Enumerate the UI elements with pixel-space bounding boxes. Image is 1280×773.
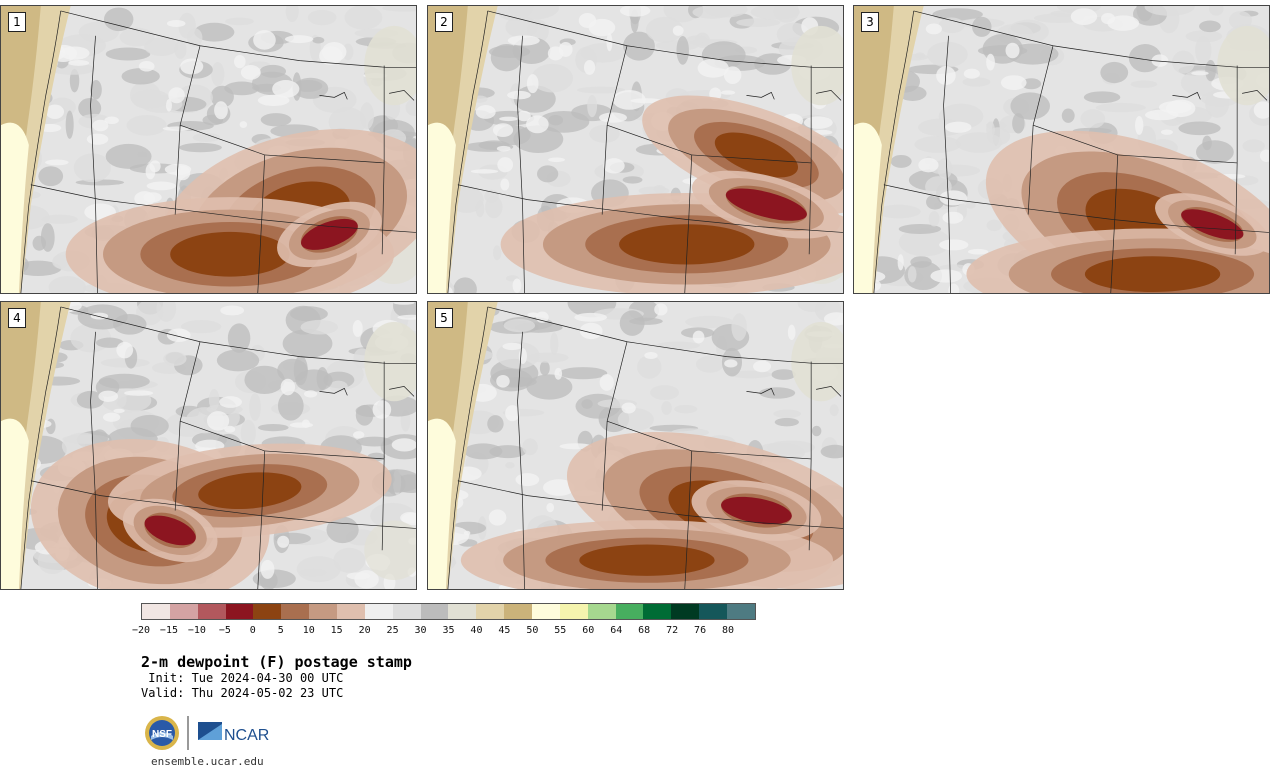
colorbar-tick-label: 64: [610, 625, 623, 636]
site-url: ensemble.ucar.edu: [151, 755, 264, 768]
colorbar-segment-16: [587, 604, 616, 619]
dewpoint-map-3: [854, 6, 1269, 293]
colorbar-tick-label: 55: [554, 625, 567, 636]
colorbar-segment-15: [559, 604, 588, 619]
panel-label-1: 1: [8, 12, 26, 32]
colorbar-tick-label: 45: [498, 625, 511, 636]
colorbar-segment-6: [309, 604, 338, 619]
colorbar-tick-label: 76: [694, 625, 707, 636]
colorbar-tick-label: 40: [470, 625, 483, 636]
colorbar-tick-label: 50: [526, 625, 539, 636]
colorbar-tick-label: −5: [218, 625, 231, 636]
colorbar-tick-label: 10: [302, 625, 315, 636]
dewpoint-map-4: [1, 302, 416, 589]
panel-label-4: 4: [8, 308, 26, 328]
colorbar-segment-19: [671, 604, 700, 619]
map-panel-4: 4: [0, 301, 417, 590]
colorbar-tick-label: 20: [358, 625, 371, 636]
colorbar: [141, 603, 756, 620]
colorbar-segment-9: [392, 604, 421, 619]
colorbar-ticks: −20 −15 −10 −5 0 5 10 15 20 25 30 35 40 45 50 55 60 64 68 7…: [130, 625, 790, 639]
colorbar-segment-10: [420, 604, 449, 619]
panel-label-2: 2: [435, 12, 453, 32]
nsf-logo: NSF: [145, 716, 179, 750]
nsf-logo-text: NSF: [152, 729, 172, 740]
ncar-logo: NCAR: [198, 722, 269, 744]
valid-time: Valid: Thu 2024-05-02 23 UTC: [141, 686, 344, 700]
colorbar-tick-label: 5: [277, 625, 284, 636]
ncar-logo-text: NCAR: [224, 727, 269, 744]
panel-label-5: 5: [435, 308, 453, 328]
colorbar-tick-label: 30: [414, 625, 427, 636]
colorbar-segment-2: [197, 604, 226, 619]
init-time: Init: Tue 2024-04-30 00 UTC: [141, 671, 344, 685]
panel-label-3: 3: [861, 12, 879, 32]
map-panel-3: 3: [853, 5, 1270, 294]
dewpoint-map-1: [1, 6, 416, 293]
colorbar-tick-label: −10: [187, 625, 206, 636]
colorbar-tick-label: 60: [582, 625, 595, 636]
colorbar-segment-1: [169, 604, 198, 619]
colorbar-tick-label: 35: [442, 625, 455, 636]
map-panel-5: 5: [427, 301, 844, 590]
colorbar-segment-5: [281, 604, 310, 619]
colorbar-tick-label: −15: [159, 625, 178, 636]
colorbar-segment-13: [504, 604, 533, 619]
colorbar-segment-8: [364, 604, 393, 619]
colorbar-tick-label: 0: [249, 625, 256, 636]
colorbar-segment-17: [615, 604, 644, 619]
colorbar-segment-3: [225, 604, 254, 619]
colorbar-segment-18: [643, 604, 672, 619]
colorbar-tick-label: 68: [638, 625, 651, 636]
colorbar-segment-21: [727, 604, 755, 619]
dewpoint-map-5: [428, 302, 843, 589]
map-panel-2: 2: [427, 5, 844, 294]
colorbar-tick-label: 15: [330, 625, 343, 636]
sponsor-logos: NSF NCAR: [145, 716, 269, 750]
colorbar-tick-label: 25: [386, 625, 399, 636]
chart-title: 2-m dewpoint (F) postage stamp: [141, 653, 412, 671]
colorbar-tick-label: 80: [722, 625, 735, 636]
colorbar-segment-14: [532, 604, 560, 619]
colorbar-tick-label: −20: [131, 625, 151, 636]
dewpoint-map-2: [428, 6, 843, 293]
colorbar-segment-4: [253, 604, 282, 619]
colorbar-segment-11: [448, 604, 477, 619]
colorbar-segment-0: [142, 604, 170, 619]
colorbar-segment-20: [699, 604, 728, 619]
colorbar-segment-12: [476, 604, 505, 619]
map-panel-1: 1: [0, 5, 417, 294]
colorbar-tick-label: 72: [666, 625, 679, 636]
colorbar-segment-7: [337, 604, 365, 619]
